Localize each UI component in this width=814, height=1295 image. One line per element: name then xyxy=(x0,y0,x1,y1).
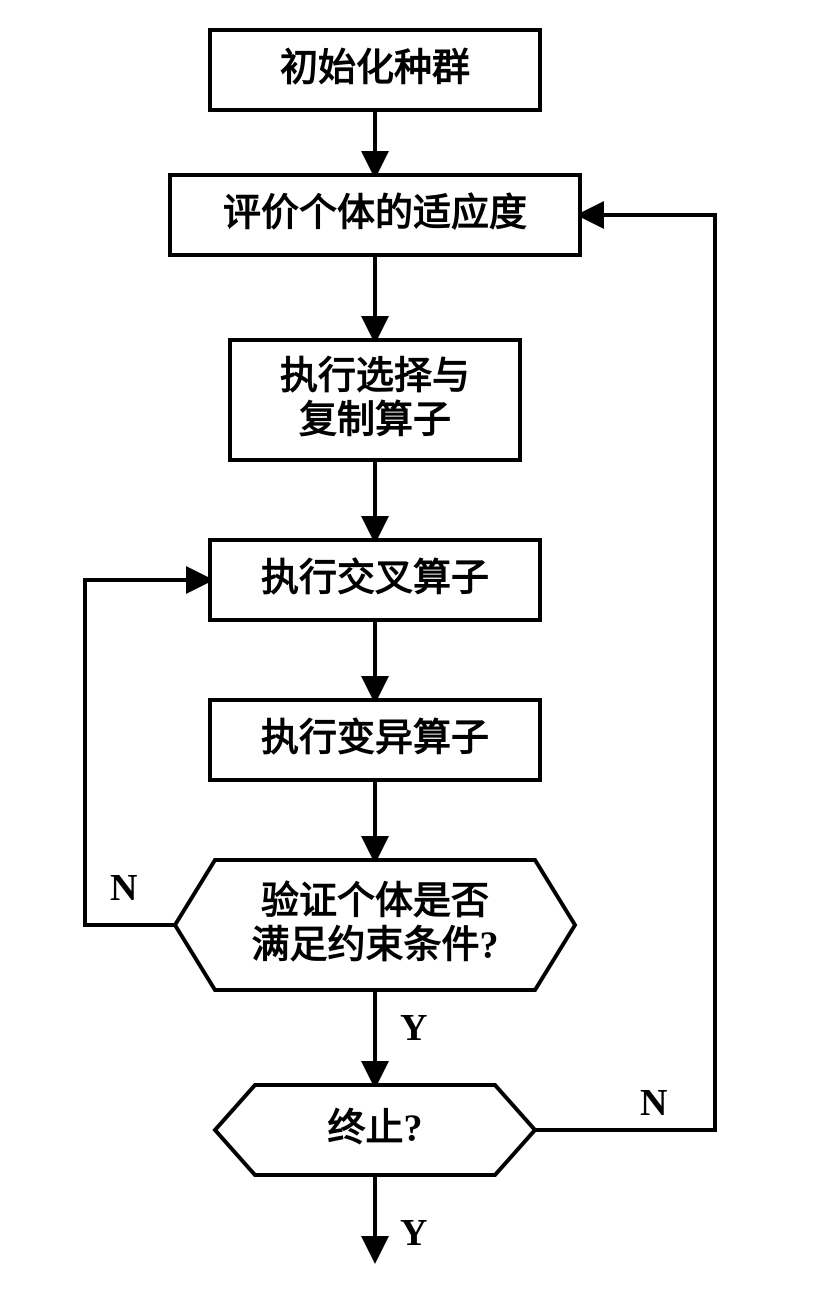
edge-n7-n2 xyxy=(535,215,715,1130)
node-n5-text-line-0: 执行变异算子 xyxy=(261,718,489,760)
node-n4-text-line-0: 执行交叉算子 xyxy=(261,557,489,600)
node-n6-text-line-1: 满足约束条件? xyxy=(251,925,498,967)
flowchart-diagram: 初始化种群评价个体的适应度执行选择与复制算子执行交叉算子执行变异算子验证个体是否… xyxy=(0,0,814,1295)
edge-label-n6-n4: N xyxy=(110,867,137,909)
edge-n6-n4 xyxy=(85,580,210,925)
node-n7-text-line-0: 终止? xyxy=(327,1108,422,1150)
node-n3-text-line-0: 执行选择与 xyxy=(280,356,470,398)
edge-label-n6-n7: Y xyxy=(400,1007,427,1049)
node-n2-text-line-0: 评价个体的适应度 xyxy=(223,193,527,235)
node-n6-text-line-0: 验证个体是否 xyxy=(261,881,489,923)
node-n1-text-line-0: 初始化种群 xyxy=(280,48,470,90)
edge-label-n7-n2: N xyxy=(640,1082,667,1124)
edge-label-n7-end: Y xyxy=(400,1212,427,1254)
node-n3-text-line-1: 复制算子 xyxy=(299,400,451,442)
